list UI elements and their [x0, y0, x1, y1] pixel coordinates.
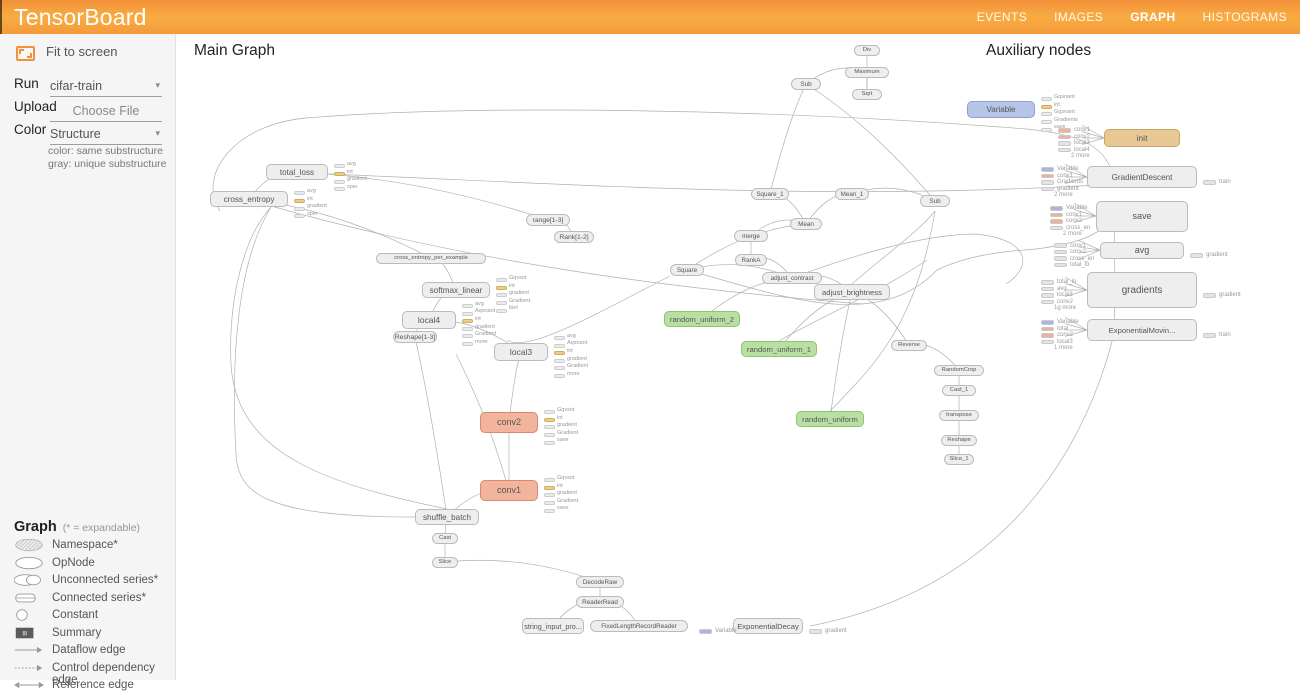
svg-text:Ill: Ill: [22, 630, 26, 637]
